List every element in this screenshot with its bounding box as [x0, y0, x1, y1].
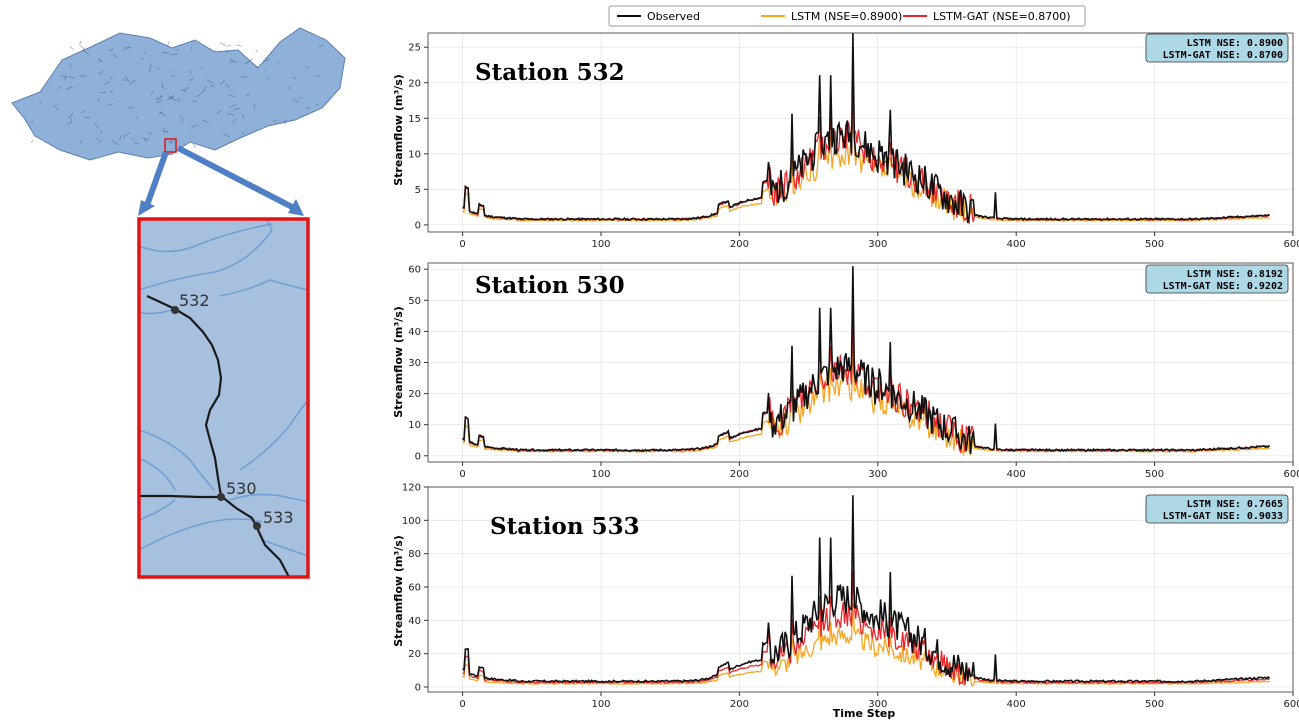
nse-box-530: LSTM NSE: 0.8192 LSTM-GAT NSE: 0.9202 — [1146, 265, 1288, 293]
x-tick-label: 500 — [1145, 699, 1164, 710]
x-tick-label: 200 — [730, 469, 749, 480]
x-tick-label: 100 — [591, 699, 610, 710]
station-530-marker — [217, 493, 225, 501]
y-tick-label: 5 — [415, 185, 421, 196]
y-tick-label: 0 — [415, 683, 421, 694]
x-tick-label: 600 — [1283, 239, 1299, 250]
y-tick-label: 50 — [408, 296, 421, 307]
y-axis-label-533: Streamflow (m³/s) — [392, 535, 405, 647]
x-tick-label: 400 — [1007, 469, 1026, 480]
nse-lstm-532: LSTM NSE: 0.8900 — [1187, 38, 1283, 49]
y-tick-label: 100 — [402, 516, 421, 527]
y-tick-label: 20 — [408, 78, 421, 89]
chart-station-533: 0100200300400500600020406080100120 Stati… — [392, 483, 1299, 721]
y-tick-label: 120 — [402, 483, 421, 494]
station-530-title: Station 530 — [475, 272, 625, 299]
nse-gat-532: LSTM-GAT NSE: 0.8700 — [1163, 50, 1283, 61]
y-axis-label-532: Streamflow (m³/s) — [392, 74, 405, 186]
station-532-marker — [171, 306, 179, 314]
y-tick-label: 0 — [415, 220, 421, 231]
basin-map-panel: 532 530 533 — [0, 0, 380, 721]
y-tick-label: 0 — [415, 451, 421, 462]
y-tick-label: 20 — [408, 649, 421, 660]
x-tick-label: 600 — [1283, 469, 1299, 480]
y-tick-label: 60 — [408, 583, 421, 594]
legend-observed-label: Observed — [647, 10, 700, 23]
x-tick-label: 500 — [1145, 239, 1164, 250]
x-tick-label: 400 — [1007, 699, 1026, 710]
nse-gat-533: LSTM-GAT NSE: 0.9033 — [1163, 511, 1283, 522]
legend-lstm-gat-label: LSTM-GAT (NSE=0.8700) — [933, 10, 1071, 23]
chart-station-530: 0 100 200 300 400 500 600 0 10 20 30 40 50 60 Station… — [392, 263, 1299, 480]
nse-box-532: LSTM NSE: 0.8900 LSTM-GAT NSE: 0.8700 — [1146, 34, 1288, 62]
charts-panel: Observed LSTM (NSE=0.8900) LSTM-GAT (NSE… — [380, 0, 1299, 721]
x-tick-label: 100 — [591, 239, 610, 250]
y-axis-label-530: Streamflow (m³/s) — [392, 306, 405, 418]
x-tick-label: 0 — [459, 699, 465, 710]
station-532-title: Station 532 — [475, 59, 625, 86]
x-tick-label: 0 — [459, 469, 465, 480]
series-line-lstm — [463, 344, 1270, 455]
nse-lstm-533: LSTM NSE: 0.7665 — [1187, 499, 1283, 510]
station-533-label: 533 — [263, 508, 294, 527]
y-tick-label: 40 — [408, 616, 421, 627]
x-tick-label: 200 — [730, 699, 749, 710]
chart-station-532: 0 100 200 300 400 500 600 0 5 10 15 20 25 Station 53… — [392, 33, 1299, 250]
x-tick-label: 400 — [1007, 239, 1026, 250]
nse-lstm-530: LSTM NSE: 0.8192 — [1187, 269, 1283, 280]
x-tick-label: 200 — [730, 239, 749, 250]
x-tick-label: 100 — [591, 469, 610, 480]
x-tick-label: 300 — [868, 239, 887, 250]
y-tick-label: 15 — [408, 114, 421, 125]
x-tick-label: 500 — [1145, 469, 1164, 480]
legend: Observed LSTM (NSE=0.8900) LSTM-GAT (NSE… — [609, 6, 1085, 26]
basin-shape — [12, 28, 345, 160]
y-tick-label: 10 — [408, 149, 421, 160]
streamflow-charts: Observed LSTM (NSE=0.8900) LSTM-GAT (NSE… — [380, 0, 1299, 721]
y-tick-label: 30 — [408, 358, 421, 369]
y-tick-label: 40 — [408, 327, 421, 338]
y-tick-label: 80 — [408, 549, 421, 560]
y-tick-label: 25 — [408, 43, 421, 54]
station-532-label: 532 — [179, 291, 210, 310]
station-533-title: Station 533 — [490, 513, 640, 540]
station-533-marker — [253, 522, 261, 530]
nse-gat-530: LSTM-GAT NSE: 0.9202 — [1163, 281, 1283, 292]
zoom-arrows — [138, 148, 304, 216]
x-tick-label: 0 — [459, 239, 465, 250]
legend-lstm-label: LSTM (NSE=0.8900) — [791, 10, 902, 23]
y-tick-label: 60 — [408, 265, 421, 276]
station-530-label: 530 — [226, 479, 257, 498]
x-tick-label: 300 — [868, 469, 887, 480]
y-tick-label: 10 — [408, 420, 421, 431]
basin-map: 532 530 533 — [0, 0, 380, 721]
series-line-lstm-gat — [463, 570, 1270, 684]
series-line-lstm — [463, 111, 1270, 222]
x-tick-label: 600 — [1283, 699, 1299, 710]
nse-box-533: LSTM NSE: 0.7665 LSTM-GAT NSE: 0.9033 — [1146, 495, 1288, 523]
y-tick-label: 20 — [408, 389, 421, 400]
x-axis-label: Time Step — [833, 707, 896, 720]
